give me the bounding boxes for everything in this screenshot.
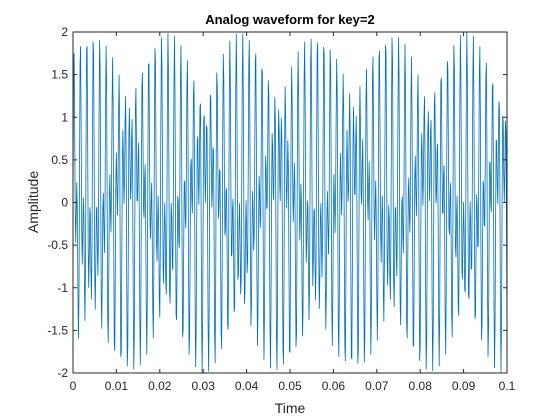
y-axis: -2 -1.5 -1 -0.5 0 0.5 1 1.5 2 [47,25,507,380]
x-tick-label: 0.03 [192,379,216,393]
y-tick-label: 1 [61,110,68,124]
y-tick-label: -2 [57,366,68,380]
plot-area [72,31,508,374]
x-axis-label: Time [275,400,306,416]
x-tick-label: 0.07 [365,379,389,393]
x-tick-label: 0.08 [409,379,433,393]
x-axis: 0 0.01 0.02 0.03 0.04 0.05 0.06 0.07 0.08 0.09 0.1 [70,32,516,393]
y-tick-label: -0.5 [47,238,68,252]
x-tick-label: 0 [70,379,77,393]
y-tick-label: -1 [57,281,68,295]
x-tick-label: 0.01 [105,379,129,393]
y-tick-label: -1.5 [47,323,68,337]
x-tick-label: 0.05 [278,379,302,393]
x-tick-label: 0.09 [452,379,476,393]
x-tick-label: 0.04 [235,379,259,393]
y-tick-label: 2 [61,25,68,39]
x-tick-label: 0.1 [499,379,516,393]
y-tick-label: 0 [61,196,68,210]
x-tick-label: 0.02 [148,379,172,393]
x-tick-label: 0.06 [322,379,346,393]
series-line [73,32,507,373]
y-tick-label: 1.5 [51,68,68,82]
y-tick-label: 0.5 [51,153,68,167]
chart-title: Analog waveform for key=2 [205,12,374,27]
y-axis-label: Amplitude [25,171,41,233]
